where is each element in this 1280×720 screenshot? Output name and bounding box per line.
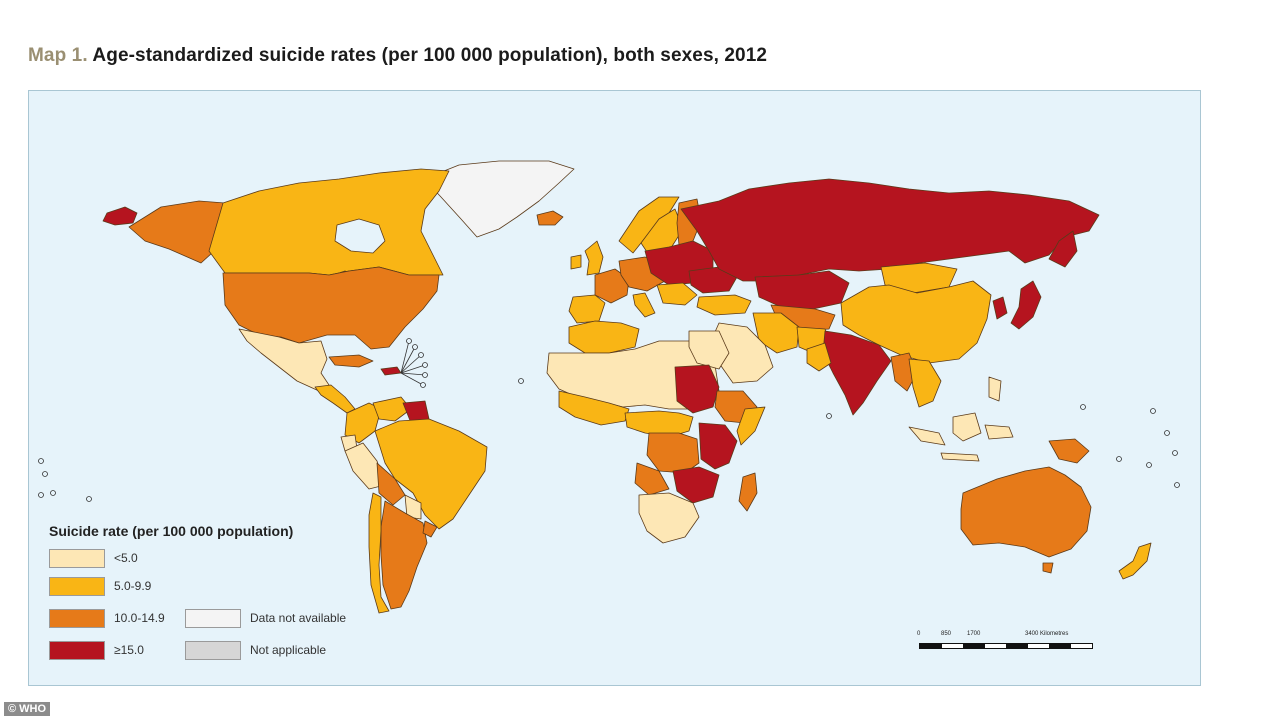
- region-angola: [634, 462, 670, 496]
- region-australia: [960, 466, 1092, 558]
- region-caribbean: [328, 354, 374, 368]
- region-egypt: [688, 330, 730, 370]
- region-java: [940, 452, 980, 462]
- region-sudan: [674, 364, 720, 414]
- map-title-text: Age-standardized suicide rates (per 100 …: [92, 45, 768, 66]
- scalebar-label-1700: 1700: [967, 631, 981, 637]
- scalebar-bar: [919, 643, 1093, 649]
- region-south-africa: [638, 492, 700, 544]
- legend-item-not-applicable: Not applicable: [185, 639, 326, 661]
- legend-label-lt5: <5.0: [114, 551, 138, 565]
- region-greenland: [423, 160, 575, 238]
- region-tasmania: [1042, 562, 1054, 574]
- region-new-guinea: [1048, 438, 1090, 464]
- legend-label-not-applicable: Not applicable: [250, 643, 327, 657]
- region-korea: [992, 296, 1008, 320]
- region-chile: [368, 492, 390, 614]
- map-title: Map 1. Age-standardized suicide rates (p…: [28, 45, 767, 67]
- region-alaska: [102, 206, 138, 226]
- region-paraguay: [404, 494, 422, 520]
- legend-label-5-9: 5.0-9.9: [114, 579, 152, 593]
- legend-swatch-lt5: [49, 548, 105, 568]
- legend-item-ge15: ≥15.0: [49, 639, 144, 661]
- legend-swatch-10-14: [49, 608, 105, 628]
- scalebar-labels: 0 850 1700 3400 Kilometres: [917, 631, 1097, 641]
- legend-title: Suicide rate (per 100 000 population): [49, 523, 294, 539]
- region-indochina: [908, 358, 942, 408]
- scalebar-label-3400: 3400 Kilometres: [1025, 631, 1069, 637]
- region-madagascar: [738, 472, 758, 512]
- world-map: Suicide rate (per 100 000 population) <5…: [28, 90, 1201, 686]
- legend-item-5-9: 5.0-9.9: [49, 575, 151, 597]
- legend-swatch-not-available: [185, 608, 241, 628]
- region-china: [840, 280, 992, 364]
- region-west-africa: [558, 390, 630, 426]
- region-indonesia-e: [984, 424, 1014, 440]
- region-bolivia: [376, 462, 406, 506]
- region-philippines: [988, 376, 1002, 402]
- region-russia: [680, 178, 1100, 282]
- region-drc: [646, 432, 700, 474]
- region-caribbean-east: [380, 366, 402, 376]
- legend-swatch-ge15: [49, 640, 105, 660]
- map-title-prefix: Map 1.: [28, 45, 88, 66]
- region-iceland: [536, 210, 564, 226]
- region-venezuela: [372, 396, 412, 422]
- scalebar-label-850: 850: [941, 631, 952, 637]
- region-new-zealand: [1118, 542, 1152, 580]
- region-japan: [1010, 280, 1042, 330]
- legend-label-10-14: 10.0-14.9: [114, 611, 165, 625]
- legend-label-not-available: Data not available: [250, 611, 347, 625]
- region-iberia: [568, 294, 606, 324]
- scalebar-label-0: 0: [917, 631, 921, 637]
- legend-swatch-5-9: [49, 576, 105, 596]
- region-uruguay: [422, 520, 438, 538]
- legend-label-ge15: ≥15.0: [114, 643, 144, 657]
- legend-item-10-14: 10.0-14.9: [49, 607, 165, 629]
- region-india: [822, 330, 892, 416]
- legend-item-not-available: Data not available: [185, 607, 346, 629]
- world-map-svg: [38, 160, 1180, 614]
- region-norway: [618, 196, 680, 254]
- legend-swatch-not-applicable: [185, 640, 241, 660]
- region-borneo: [952, 412, 982, 442]
- map-legend: Suicide rate (per 100 000 population) <5…: [49, 523, 389, 673]
- region-east-africa: [698, 422, 738, 470]
- region-central-america: [314, 384, 356, 414]
- region-turkey: [696, 294, 752, 316]
- region-kazakhstan: [754, 270, 850, 310]
- region-pakistan: [806, 342, 832, 372]
- region-russia-east: [1048, 230, 1078, 268]
- region-balkans: [656, 282, 698, 306]
- region-brazil: [374, 418, 488, 530]
- map-scalebar: 0 850 1700 3400 Kilometres: [917, 631, 1097, 661]
- region-central-africa: [624, 410, 694, 438]
- region-ireland: [570, 254, 582, 270]
- region-hudson-bay: [334, 218, 386, 254]
- region-morocco-algeria: [568, 320, 640, 354]
- region-southeast-africa: [672, 466, 720, 504]
- legend-item-lt5: <5.0: [49, 547, 138, 569]
- region-uk: [584, 240, 604, 276]
- region-argentina: [380, 500, 428, 610]
- region-italy: [632, 292, 656, 318]
- credit-badge: © WHO: [4, 702, 51, 716]
- region-canada: [208, 168, 450, 276]
- region-somalia: [736, 406, 766, 446]
- region-indonesia-w: [908, 426, 946, 446]
